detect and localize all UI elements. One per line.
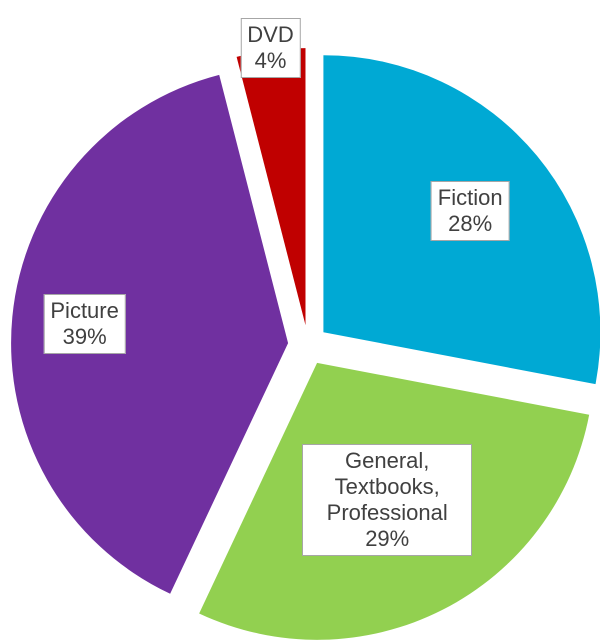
value-label: 28% <box>448 210 493 236</box>
data-label: Picture 39% <box>43 293 126 354</box>
value-label: 29% <box>365 526 410 552</box>
pie-slice <box>11 74 289 594</box>
data-label: Fiction 28% <box>430 180 510 241</box>
data-label: DVD 4% <box>240 18 301 79</box>
value-label: 39% <box>62 323 107 349</box>
category-label: General, Textbooks, Professional <box>326 448 448 526</box>
data-label: General, Textbooks, Professional 29% <box>302 444 473 557</box>
value-label: 4% <box>254 48 287 74</box>
category-label: Picture <box>50 297 119 323</box>
category-label: DVD <box>247 22 294 48</box>
pie-slice <box>236 48 306 326</box>
category-label: Fiction <box>437 184 503 210</box>
